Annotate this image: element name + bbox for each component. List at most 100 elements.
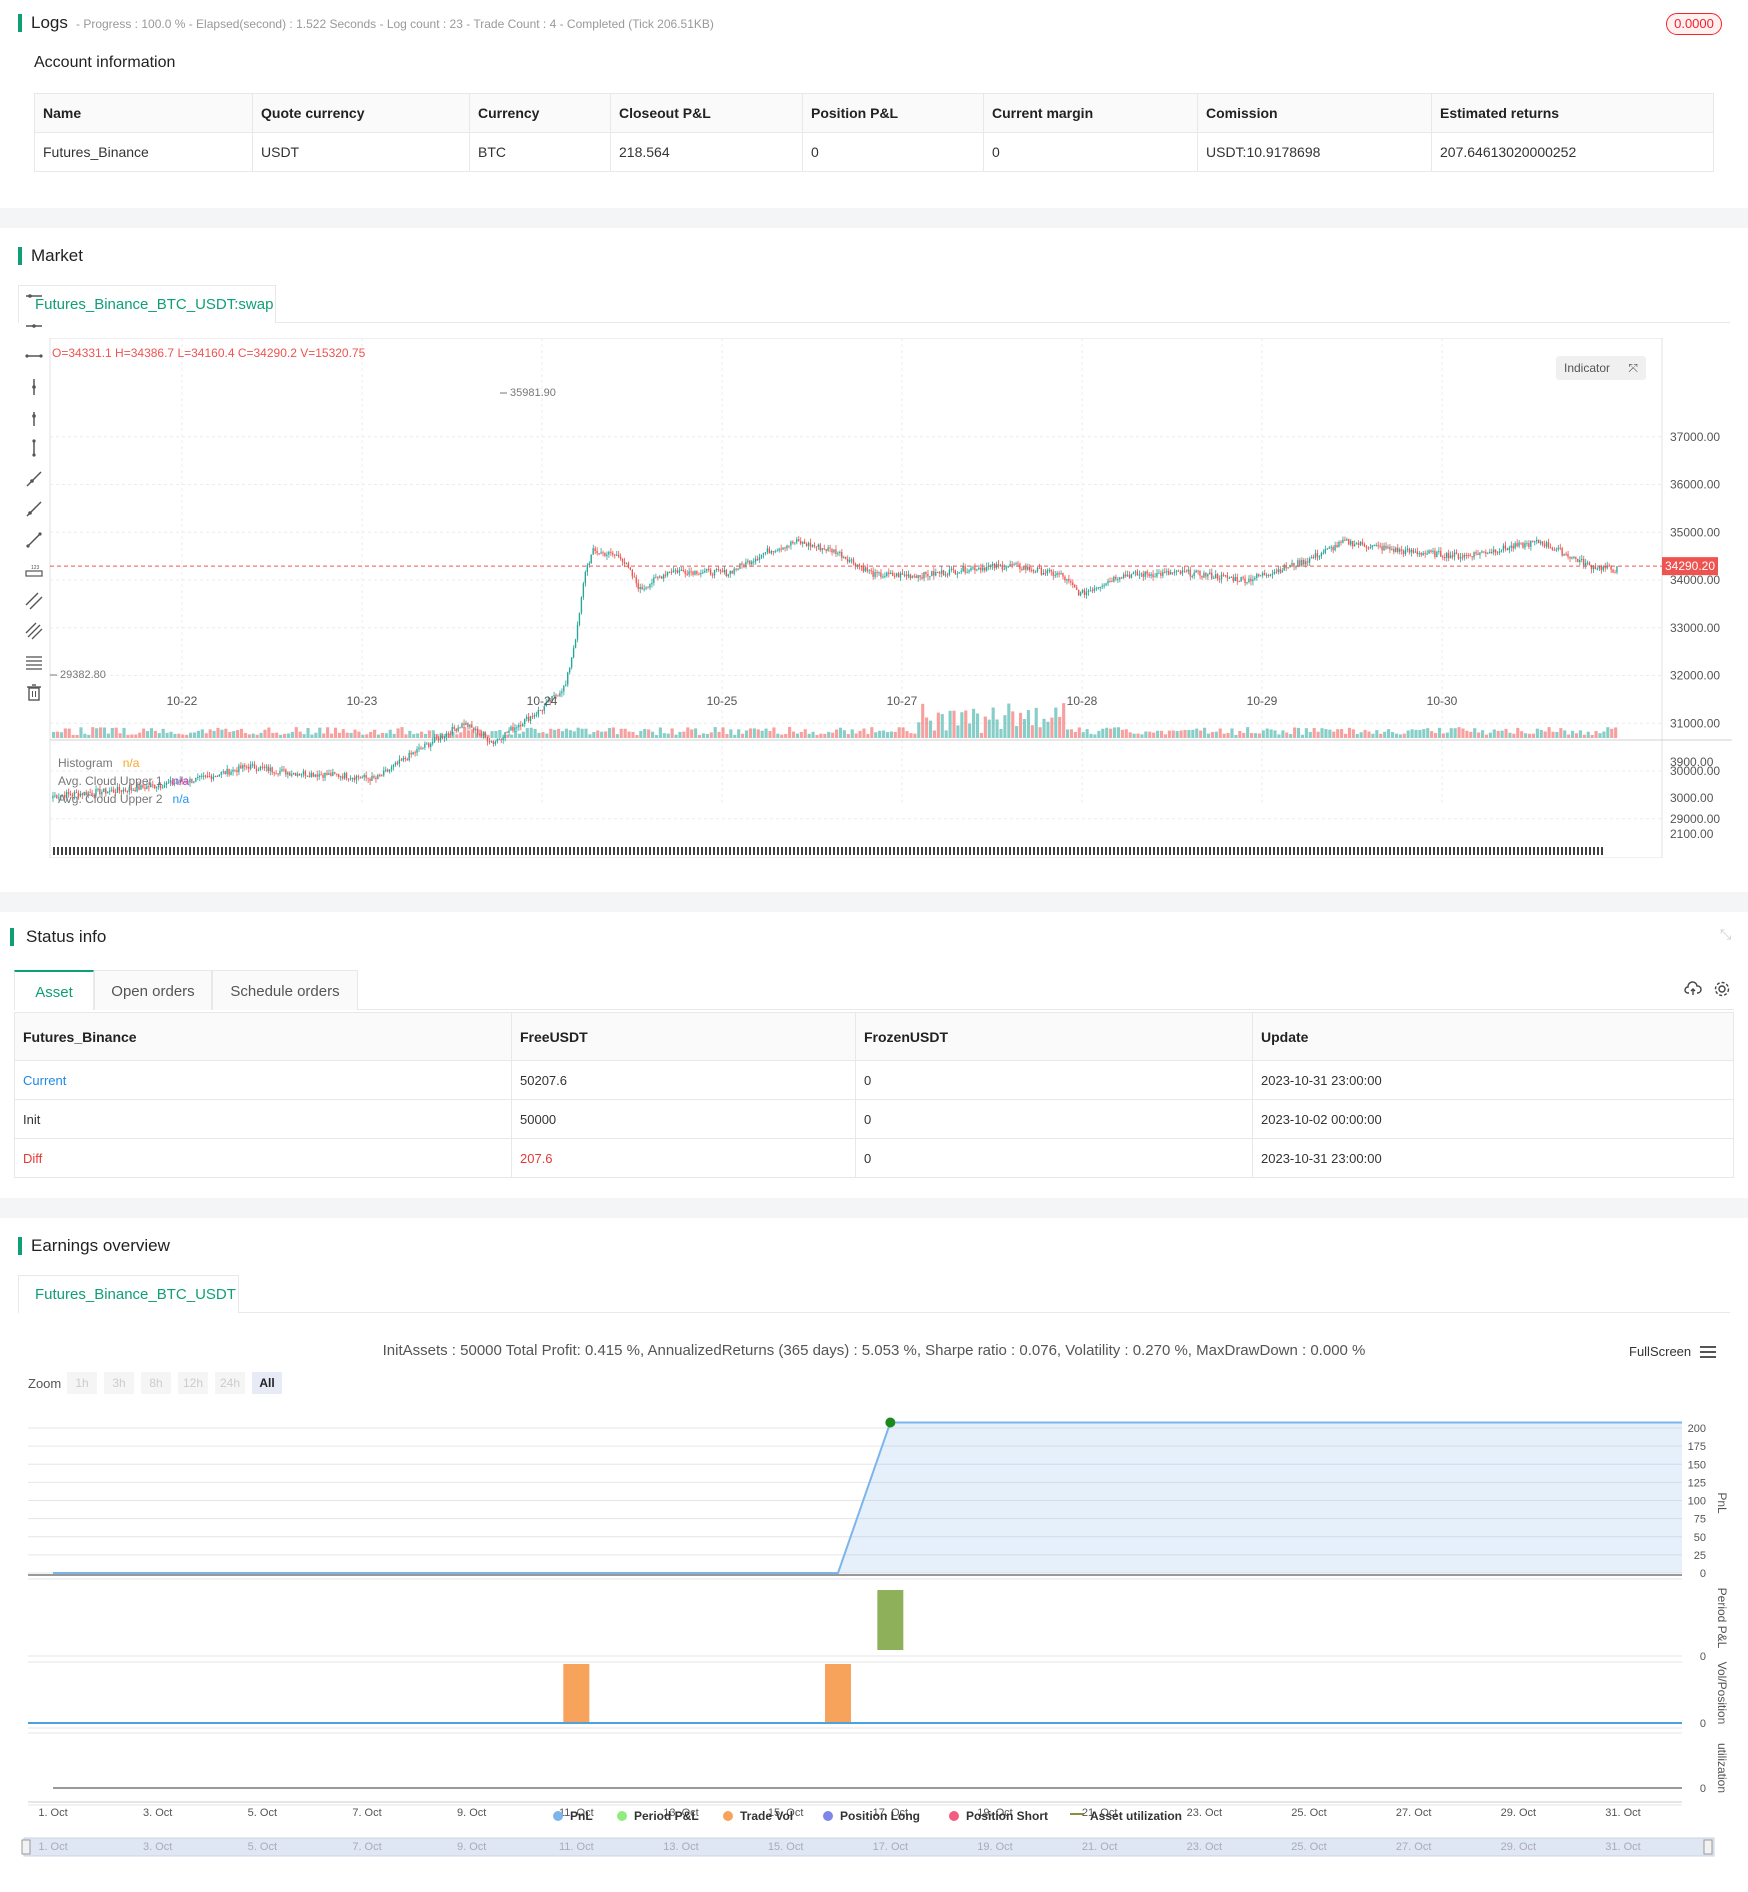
x-tick-label: 27. Oct	[1396, 1807, 1431, 1819]
candle-body	[1273, 571, 1276, 574]
volume-bar	[768, 730, 772, 738]
zoom-button-all[interactable]: All	[252, 1372, 282, 1394]
cloud-upload-icon[interactable]	[1684, 980, 1702, 998]
candle-body	[120, 790, 123, 792]
volume-bar	[1152, 732, 1156, 738]
fullscreen-button[interactable]: FullScreen	[1629, 1344, 1692, 1359]
candle-body	[347, 778, 350, 780]
tab-asset[interactable]: Asset	[14, 970, 94, 1010]
volume-bar	[275, 732, 279, 738]
market-chart[interactable]: 37000.00 36000.00 35000.00 34000.00 33000.00…	[0, 338, 1748, 858]
candle-body	[727, 574, 729, 576]
trash-icon[interactable]	[24, 682, 44, 702]
candle-body	[150, 784, 152, 788]
volume-bar	[63, 728, 67, 738]
candle-body	[1541, 541, 1544, 545]
candle-body	[1455, 552, 1458, 554]
ray-line-icon[interactable]	[24, 499, 44, 519]
date-tick-label: 10-22	[167, 694, 198, 708]
candle-body	[377, 775, 379, 780]
navigator-tick-label: 1. Oct	[38, 1841, 67, 1853]
status-panel: Status info ⤡ Asset Open orders Schedule…	[0, 912, 1748, 1198]
candle-body	[167, 782, 170, 784]
candle-body	[1483, 551, 1485, 553]
indicator-button[interactable]: Indicator ⤧	[1556, 356, 1646, 380]
candle-body	[433, 737, 436, 742]
expand-icon[interactable]: ⤧	[1628, 361, 1638, 375]
candle-body	[944, 574, 947, 576]
volume-bar	[1324, 729, 1328, 738]
candle-body	[506, 732, 508, 734]
candle-body	[1320, 553, 1323, 557]
parallel-lines-icon[interactable]	[24, 591, 44, 611]
zoom-button-24h[interactable]: 24h	[215, 1372, 245, 1394]
candle-body	[1169, 572, 1172, 575]
candle-body	[1263, 573, 1266, 576]
candle-body	[525, 716, 528, 719]
candle-body	[1410, 549, 1413, 553]
vertical-ray-icon[interactable]	[24, 408, 44, 428]
candle-body	[375, 777, 377, 780]
zoom-button-3h[interactable]: 3h	[104, 1372, 134, 1394]
pnl-tick-label: 175	[1688, 1441, 1706, 1453]
volume-bar	[737, 729, 741, 738]
candle-body	[379, 775, 381, 777]
candle-body	[547, 699, 549, 703]
volume-bar	[1359, 732, 1363, 738]
volume-bar	[1371, 733, 1375, 738]
volume-bar	[968, 723, 972, 738]
candle-body	[371, 776, 373, 781]
volume-bar	[216, 727, 220, 738]
volume-bar	[396, 728, 400, 738]
volume-bar	[149, 728, 154, 738]
x-tick-label: 21. Oct	[1082, 1807, 1117, 1819]
tab-schedule-orders[interactable]: Schedule orders	[212, 970, 358, 1010]
candle-body	[523, 718, 526, 725]
candle-body	[1003, 568, 1005, 570]
candle-body	[296, 773, 299, 776]
candle-body	[952, 568, 955, 570]
market-symbol-tab[interactable]: Futures_Binance_BTC_USDT:swap	[18, 285, 276, 323]
volume-bar	[607, 728, 612, 738]
candle-body	[774, 551, 776, 553]
horizontal-ray-icon[interactable]	[24, 286, 44, 306]
candle-body	[1477, 553, 1479, 555]
candle-body	[1416, 551, 1418, 555]
volume-bar	[1473, 728, 1477, 738]
candle-body	[236, 770, 238, 773]
pnl-tick-label: 0	[1700, 1568, 1706, 1580]
collapse-icon[interactable]: ⤡	[1720, 926, 1732, 942]
vertical-segment-icon[interactable]	[24, 438, 44, 458]
horizontal-segment-icon[interactable]	[24, 346, 44, 366]
trend-line-icon[interactable]	[24, 469, 44, 489]
candle-body	[1471, 556, 1473, 558]
candle-body	[478, 734, 481, 736]
volume-bar	[1422, 729, 1426, 738]
volume-bar	[185, 734, 189, 738]
zoom-button-8h[interactable]: 8h	[141, 1372, 171, 1394]
fibonacci-icon[interactable]	[24, 652, 44, 672]
zoom-button-12h[interactable]: 12h	[178, 1372, 208, 1394]
channel-icon[interactable]	[24, 621, 44, 641]
account-header: Current margin	[983, 93, 1198, 133]
candle-body	[1167, 571, 1170, 575]
horizontal-line-icon[interactable]	[24, 316, 44, 336]
candle-body	[1438, 551, 1440, 553]
candle-body	[302, 771, 305, 775]
candle-body	[222, 771, 224, 773]
earnings-chart[interactable]: 200 175 150 125 100 75 50 25 0 1. Oct 1. Oct 3. Oct…	[0, 1408, 1748, 1888]
volume-bar	[255, 734, 259, 738]
vertical-line-icon[interactable]	[24, 377, 44, 397]
candle-body	[756, 558, 759, 560]
volume-bar	[1206, 733, 1211, 738]
earnings-symbol-tab[interactable]: Futures_Binance_BTC_USDT	[18, 1275, 239, 1313]
segment-line-icon[interactable]	[24, 530, 44, 550]
logs-panel: Logs - Progress : 100.0 % - Elapsed(seco…	[0, 0, 1748, 208]
volume-bar	[1543, 731, 1547, 738]
price-label-icon[interactable]: 123	[24, 560, 44, 580]
candle-body	[1330, 547, 1332, 549]
gear-icon[interactable]	[1713, 980, 1731, 998]
menu-icon[interactable]	[1699, 1345, 1717, 1359]
zoom-button-1h[interactable]: 1h	[67, 1372, 97, 1394]
tab-open-orders[interactable]: Open orders	[94, 970, 212, 1010]
